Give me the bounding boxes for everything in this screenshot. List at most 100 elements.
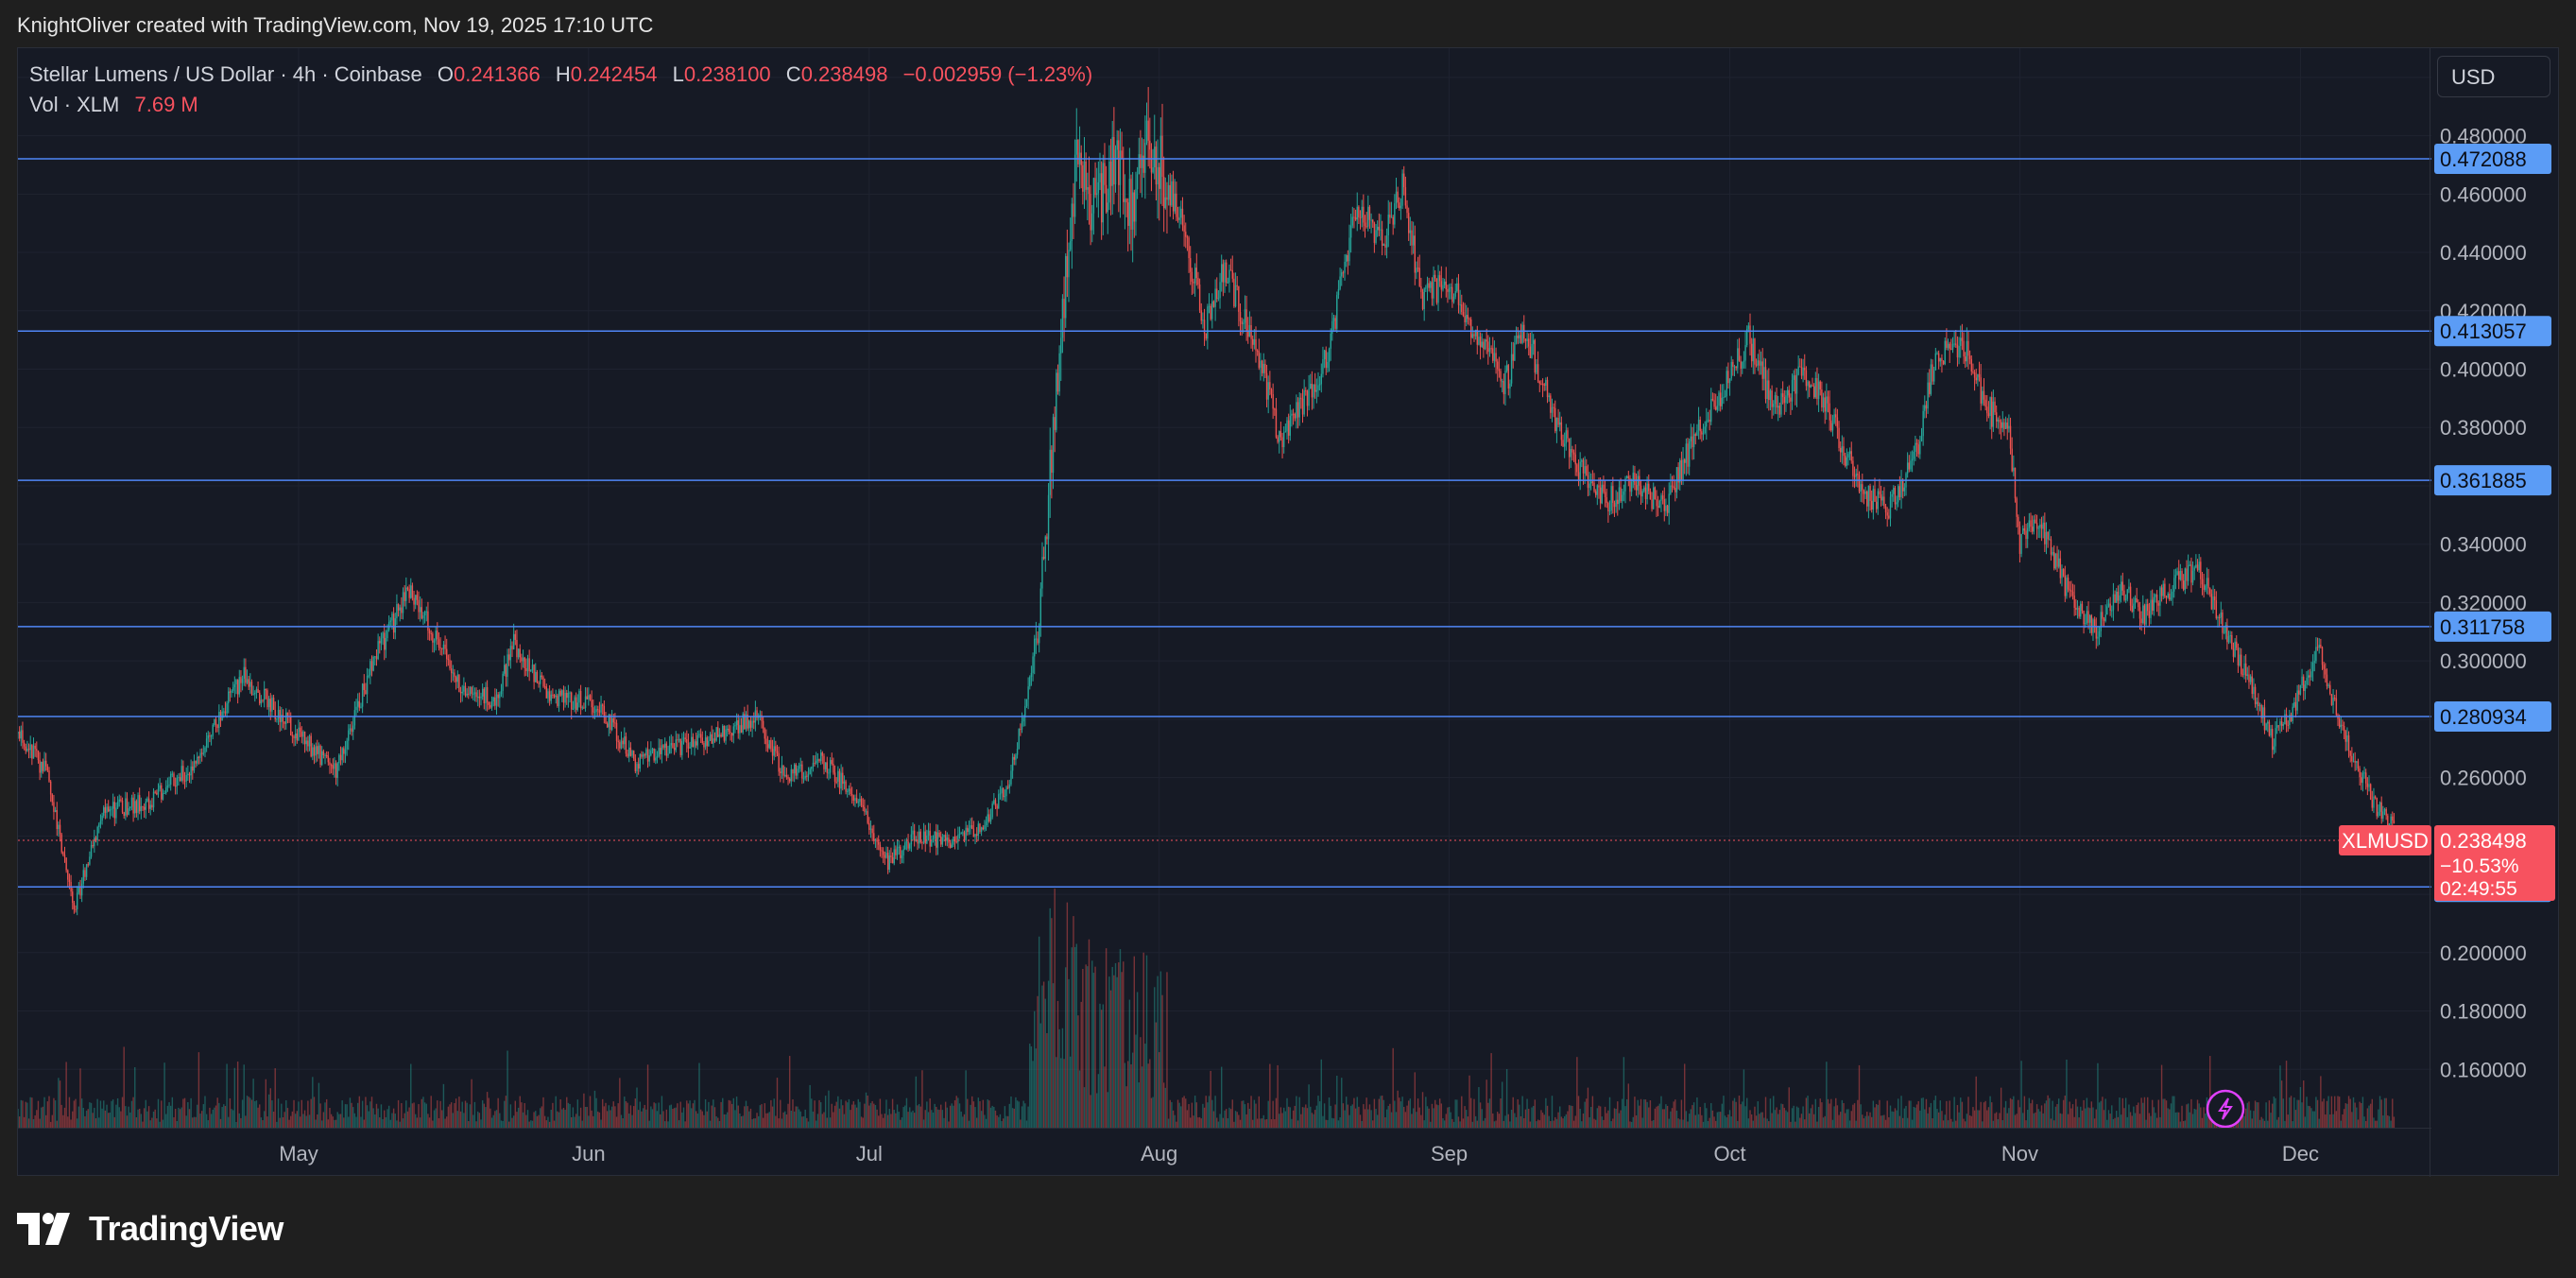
candle-body — [1437, 275, 1439, 303]
candle-body — [1550, 395, 1552, 413]
candle-body — [1372, 219, 1374, 223]
volume-bar — [1065, 967, 1067, 1128]
volume-bar — [2285, 1061, 2288, 1128]
candle-body — [1217, 298, 1220, 300]
candle-body — [1557, 418, 1559, 425]
candle-body — [1537, 364, 1539, 382]
candle-body — [2244, 663, 2247, 676]
candle-body — [1018, 729, 1020, 750]
candle-body — [968, 828, 970, 833]
candle-body — [121, 801, 124, 813]
volume-bar — [2006, 1113, 2008, 1128]
candle-body — [1198, 285, 1201, 311]
candle-body — [317, 746, 318, 754]
volume-bar — [1247, 1102, 1249, 1128]
candle-body — [391, 613, 393, 621]
time-scale[interactable]: May Jun Jul Aug Sep Oct Nov Dec — [18, 1128, 2431, 1177]
volume-bar — [1663, 1109, 1665, 1128]
candle-body — [1176, 216, 1179, 220]
volume-bar — [1795, 1106, 1798, 1128]
candle-body — [1930, 364, 1932, 394]
volume-bar — [185, 1115, 187, 1128]
price-scale[interactable]: USD 0.1600000.1800000.2000000.2200000.24… — [2430, 48, 2558, 1177]
candle-body — [2346, 734, 2348, 742]
volume-bar — [667, 1121, 669, 1128]
currency-button[interactable]: USD — [2437, 56, 2550, 97]
volume-bar — [1908, 1100, 1910, 1128]
volume-bar — [1147, 1063, 1149, 1128]
candle-body — [1435, 278, 1438, 303]
candle-body — [1596, 485, 1599, 495]
time-scale-labels: May Jun Jul Aug Sep Oct Nov Dec — [279, 1142, 2319, 1166]
candle-body — [1037, 638, 1039, 644]
candle-body — [713, 738, 716, 741]
volume-bar — [1145, 955, 1148, 1128]
candle-body — [1414, 235, 1416, 273]
volume-bar — [1685, 1111, 1688, 1128]
volume-bar — [1197, 1117, 1199, 1128]
volume-bar — [706, 1111, 708, 1128]
volume-bar — [888, 1109, 890, 1128]
candle-body — [1406, 205, 1408, 214]
tradingview-logo[interactable]: TradingView — [17, 1206, 283, 1252]
candle-body — [1247, 330, 1249, 337]
volume-bar — [1807, 1096, 1809, 1128]
volume-bar — [1123, 961, 1125, 1128]
candle-body — [2254, 686, 2257, 704]
volume-bar — [1699, 1107, 1701, 1128]
volume-bar — [663, 1121, 666, 1128]
candle-body — [82, 870, 84, 884]
candle-body — [1092, 178, 1095, 214]
plot-area[interactable]: Stellar Lumens / US Dollar · 4h · Coinba… — [17, 48, 2431, 1129]
volume-bar — [687, 1103, 690, 1128]
candle-body — [2059, 558, 2062, 579]
volume-bar — [980, 1111, 983, 1128]
candle-body — [104, 807, 107, 813]
volume-bar — [1099, 1003, 1101, 1128]
volume-bar — [472, 1114, 474, 1128]
volume-bar — [642, 1108, 644, 1128]
candle-body — [737, 719, 739, 734]
candle-body — [1692, 434, 1695, 448]
candle-body — [533, 665, 535, 682]
volume-bar — [734, 1110, 736, 1128]
volume-label[interactable]: Vol · XLM — [29, 93, 120, 116]
price-chart[interactable] — [17, 48, 2431, 1129]
candle-body — [1747, 325, 1750, 329]
candle-body — [455, 677, 457, 682]
candle-body — [1006, 786, 1009, 788]
candle-body — [1498, 369, 1501, 371]
volume-bar — [1635, 1114, 1638, 1128]
volume-bar — [1428, 1108, 1430, 1128]
symbol-title[interactable]: Stellar Lumens / US Dollar · 4h · Coinba… — [29, 62, 422, 86]
alert-bolt-icon[interactable] — [2206, 1089, 2245, 1129]
last-price-value: 0.238498 — [2440, 829, 2527, 853]
candle-body — [1005, 786, 1007, 797]
volume-bar — [1236, 1112, 1238, 1128]
candle-body — [1127, 202, 1129, 226]
volume-bar — [1963, 1118, 1965, 1128]
volume-bar — [1011, 1108, 1014, 1128]
candle-body — [405, 587, 407, 601]
volume-bar — [1951, 1121, 1954, 1128]
volume-bar — [2057, 1098, 2060, 1128]
candle-body — [2162, 583, 2164, 596]
candle-body — [1493, 353, 1496, 361]
candle-body — [1345, 254, 1348, 262]
candle-body — [811, 767, 813, 769]
volume-bar — [1790, 1121, 1792, 1128]
candle-body — [1612, 486, 1614, 504]
candle-body — [1164, 197, 1167, 209]
volume-bar — [344, 1104, 347, 1128]
candle-body — [1108, 161, 1110, 203]
candle-body — [418, 599, 420, 613]
candle-body — [938, 832, 940, 838]
candle-body — [1407, 213, 1410, 233]
candle-body — [1694, 434, 1696, 436]
volume-bar — [2165, 1100, 2168, 1128]
volume-bar — [531, 1120, 534, 1128]
candle-body — [1630, 482, 1633, 492]
candle-body — [1590, 481, 1592, 484]
volume-bar — [1385, 1109, 1388, 1128]
volume-bar — [1358, 1106, 1360, 1128]
